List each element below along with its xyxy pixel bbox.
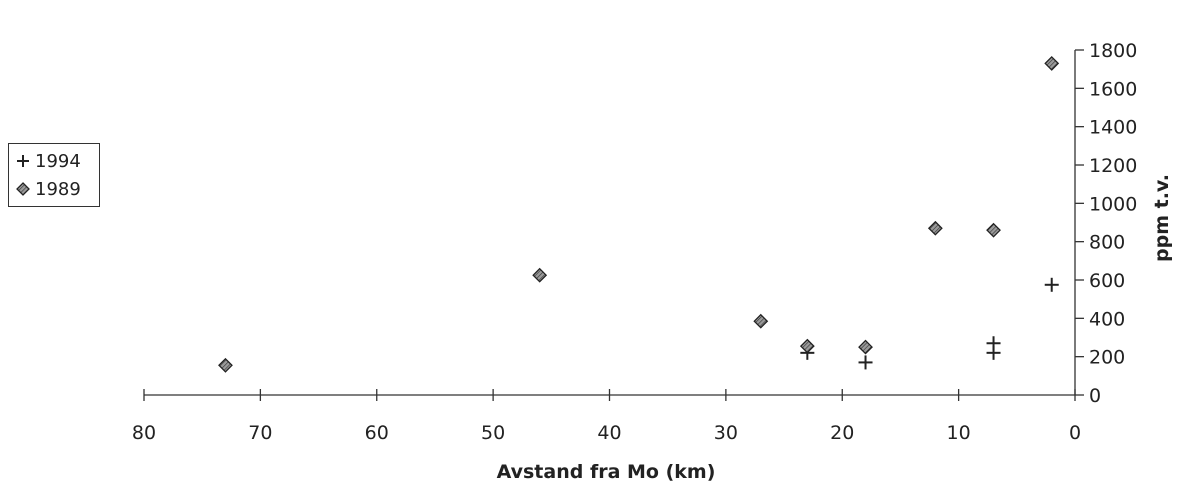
point-1994-1 [858,355,873,370]
x-tick-label-10: 10 [947,422,971,444]
point-1989-5 [927,220,943,236]
x-tick-label-0: 0 [1069,422,1081,444]
y-axis-title: ppm t.v. [1151,174,1173,262]
diamond-marker-icon [16,182,30,196]
legend: 1994 1989 [8,143,100,207]
point-1994-4 [1044,277,1059,292]
x-tick-label-20: 20 [830,422,854,444]
x-tick-label-30: 30 [714,422,738,444]
point-1989-4 [858,339,873,355]
x-tick-label-60: 60 [365,422,389,444]
y-tick-label-1000: 1000 [1089,193,1137,215]
axes: 80 70 60 50 40 30 20 10 002004006008001000120014… [132,40,1137,444]
x-axis-title: Avstand fra Mo (km) [497,461,716,483]
y-tick-label-600: 600 [1089,270,1125,292]
y-tick-label-0: 0 [1089,385,1101,407]
y-tick-label-1200: 1200 [1089,155,1137,177]
y-tick-label-400: 400 [1089,308,1125,330]
point-1994-3 [986,336,1001,351]
legend-label-1994: 1994 [35,150,81,172]
point-1989-1 [532,267,548,283]
point-1989-6 [986,222,1001,238]
data-marks [218,55,1060,373]
point-1989-2 [753,313,769,329]
y-tick-label-1600: 1600 [1089,78,1137,100]
x-tick-label-70: 70 [248,422,272,444]
x-tick-label-40: 40 [597,422,621,444]
point-1989-7 [1044,55,1060,71]
y-tick-label-1800: 1800 [1089,40,1137,62]
point-1989-3 [799,338,815,354]
x-tick-label-80: 80 [132,422,156,444]
legend-item-1994: 1994 [15,148,81,174]
y-tick-label-200: 200 [1089,347,1125,369]
y-tick-label-1400: 1400 [1089,117,1137,139]
legend-item-1989: 1989 [15,176,81,202]
point-1989-0 [218,357,233,373]
plus-marker-icon [17,155,29,167]
legend-label-1989: 1989 [35,178,81,200]
y-tick-label-800: 800 [1089,232,1125,254]
x-tick-label-50: 50 [481,422,505,444]
